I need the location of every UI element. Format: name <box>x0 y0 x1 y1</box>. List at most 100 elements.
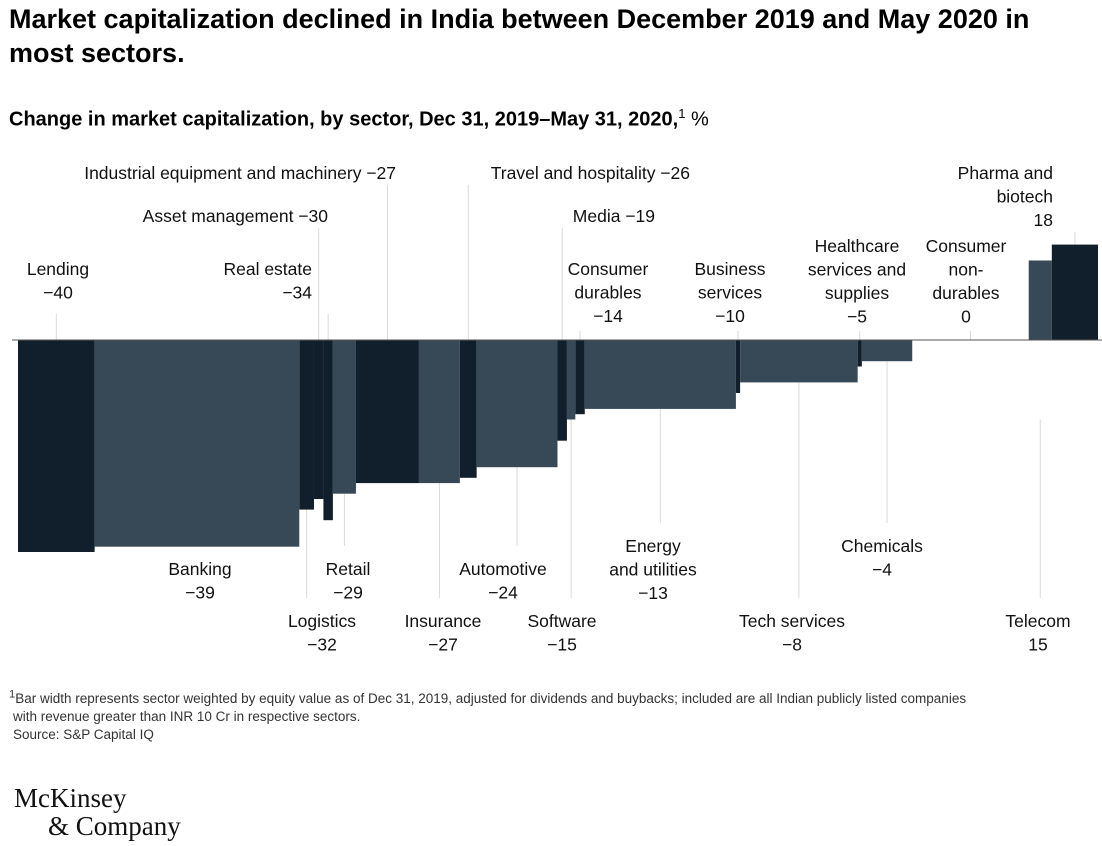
bar-healthcare-services-and-supplies <box>857 340 862 367</box>
bar-logistics <box>299 340 314 510</box>
label-line-software: −15 <box>547 635 577 655</box>
label-line-lending: Lending <box>27 259 89 279</box>
label-line-pharma-and-biotech: 18 <box>1034 210 1053 230</box>
bar-business-services <box>735 340 741 393</box>
label-pharma-and-biotech: Pharma and biotech 18 <box>958 163 1053 230</box>
label-real-estate: Real estate −34 <box>223 259 312 303</box>
label-line-telecom: Telecom <box>1005 611 1070 631</box>
bar-banking <box>94 340 300 547</box>
label-line-insurance: Insurance <box>405 611 482 631</box>
label-line-tech-services: −8 <box>782 635 802 655</box>
label-line-insurance: −27 <box>428 635 458 655</box>
label-banking: Banking −39 <box>168 559 231 603</box>
label-consumer-durables: Consumer durables −14 <box>568 259 649 326</box>
label-line-consumer-durables: Consumer <box>568 259 649 279</box>
label-line-energy-and-utilities: −13 <box>638 583 668 603</box>
leader-lines <box>55 185 1076 598</box>
label-line-travel-and-hospitality: Travel and hospitality −26 <box>491 163 690 183</box>
label-industrial-equipment-and-machinery: Industrial equipment and machinery −27 <box>84 163 396 183</box>
bar-consumer-durables <box>575 340 585 415</box>
footnote-line-1: Bar width represents sector weighted by … <box>15 690 967 706</box>
label-healthcare-services-and-supplies: Healthcare services and supplies −5 <box>808 236 906 327</box>
bar-media <box>557 340 567 441</box>
label-line-healthcare-services-and-supplies: Healthcare <box>815 236 900 256</box>
label-line-automotive: −24 <box>488 583 518 603</box>
label-line-tech-services: Tech services <box>739 611 845 631</box>
subtitle-footnote-marker: 1 <box>678 106 686 121</box>
label-chemicals: Chemicals −4 <box>841 536 923 580</box>
logo-line-2: & Company <box>48 811 181 841</box>
bar-lending <box>18 340 95 552</box>
mckinsey-logo: McKinsey & Company <box>14 784 181 840</box>
label-line-healthcare-services-and-supplies: −5 <box>847 307 867 327</box>
label-line-healthcare-services-and-supplies: services and <box>808 260 906 280</box>
label-line-business-services: services <box>698 283 762 303</box>
bar-tech-services <box>740 340 858 383</box>
bar-pharma-and-biotech <box>1051 244 1098 340</box>
label-line-energy-and-utilities: and utilities <box>609 560 697 580</box>
label-line-retail: −29 <box>333 583 363 603</box>
label-logistics: Logistics −32 <box>288 611 356 655</box>
label-line-consumer-durables: durables <box>574 283 641 303</box>
label-line-chemicals: −4 <box>872 560 892 580</box>
label-line-real-estate: Real estate <box>223 259 312 279</box>
bar-industrial-equipment-and-machinery <box>355 340 419 484</box>
label-automotive: Automotive −24 <box>459 559 547 603</box>
bar-automotive <box>476 340 558 468</box>
footnote-line-2: with revenue greater than INR 10 Cr in r… <box>13 708 361 724</box>
subtitle-text: Change in market capitalization, by sect… <box>9 108 679 131</box>
label-business-services: Business services −10 <box>694 259 765 326</box>
label-retail: Retail −29 <box>326 559 371 603</box>
label-asset-management: Asset management −30 <box>143 206 329 226</box>
label-line-healthcare-services-and-supplies: supplies <box>825 283 889 303</box>
chart-title: Market capitalization declined in India … <box>9 4 1030 68</box>
bar-retail <box>332 340 356 494</box>
bar-energy-and-utilities <box>584 340 736 409</box>
bar-asset-management <box>313 340 324 499</box>
label-tech-services: Tech services −8 <box>739 611 845 655</box>
label-line-banking: −39 <box>185 583 215 603</box>
label-line-consumer-durables: −14 <box>593 306 623 326</box>
label-line-retail: Retail <box>326 559 371 579</box>
label-telecom: Telecom 15 <box>1005 611 1070 655</box>
label-line-logistics: Logistics <box>288 611 356 631</box>
label-line-lending: −40 <box>43 283 73 303</box>
label-line-industrial-equipment-and-machinery: Industrial equipment and machinery −27 <box>84 163 396 183</box>
footnote-marker: 1 <box>9 688 16 700</box>
bar-insurance <box>418 340 460 484</box>
label-line-consumer-non-durables: 0 <box>961 307 971 327</box>
label-consumer-non-durables: Consumer non-durables 0 <box>926 236 1007 327</box>
logo-line-1: McKinsey <box>14 783 127 813</box>
label-line-telecom: 15 <box>1028 635 1047 655</box>
bar-telecom <box>1028 260 1052 340</box>
label-line-media: Media −19 <box>573 206 655 226</box>
label-line-consumer-non-durables: durables <box>932 283 999 303</box>
chart-subtitle: Change in market capitalization, by sect… <box>9 106 709 132</box>
label-line-energy-and-utilities: Energy <box>625 536 681 556</box>
label-line-chemicals: Chemicals <box>841 536 923 556</box>
label-line-consumer-non-durables: Consumer <box>926 236 1007 256</box>
label-line-business-services: −10 <box>715 306 745 326</box>
bar-travel-and-hospitality <box>459 340 477 478</box>
subtitle-unit: % <box>685 108 709 131</box>
label-lending: Lending −40 <box>27 259 89 303</box>
label-line-logistics: −32 <box>307 635 337 655</box>
label-energy-and-utilities: Energy and utilities −13 <box>609 536 697 603</box>
label-media: Media −19 <box>573 206 655 226</box>
label-line-pharma-and-biotech: biotech <box>997 187 1053 207</box>
label-insurance: Insurance −27 <box>405 611 482 655</box>
label-line-software: Software <box>527 611 596 631</box>
label-line-business-services: Business <box>694 259 765 279</box>
label-travel-and-hospitality: Travel and hospitality −26 <box>491 163 690 183</box>
bars <box>18 244 1098 552</box>
label-line-real-estate: −34 <box>282 283 312 303</box>
label-line-pharma-and-biotech: Pharma and <box>958 163 1053 183</box>
bar-real-estate <box>323 340 333 521</box>
label-line-asset-management: Asset management −30 <box>143 206 329 226</box>
label-software: Software −15 <box>527 611 596 655</box>
source-note: Source: S&P Capital IQ <box>13 726 154 742</box>
label-line-banking: Banking <box>168 559 231 579</box>
label-line-automotive: Automotive <box>459 559 547 579</box>
